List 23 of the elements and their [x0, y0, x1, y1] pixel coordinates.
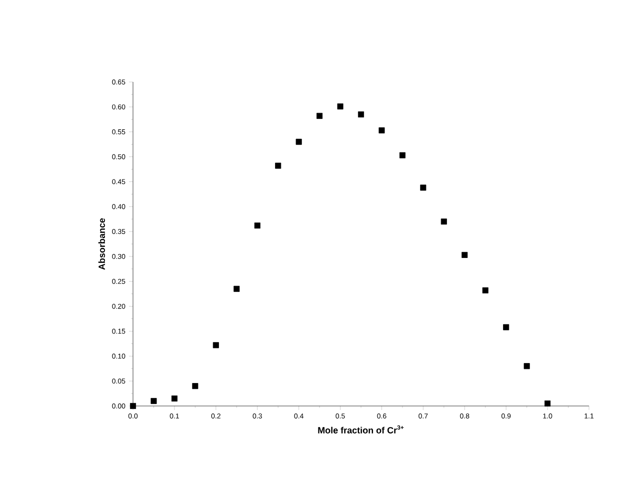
point	[378, 127, 385, 134]
point	[150, 398, 157, 404]
point	[440, 218, 447, 225]
point	[296, 138, 302, 145]
point	[462, 252, 468, 258]
point	[171, 396, 178, 402]
point	[192, 383, 198, 390]
point	[544, 400, 551, 406]
point	[524, 363, 530, 370]
point	[130, 402, 136, 409]
y-axis-title: Absorbance	[98, 218, 105, 270]
point	[316, 112, 323, 119]
point	[337, 103, 344, 110]
x-axis-title: Mole fraction of Cr$^{3+}$	[318, 425, 404, 434]
point	[275, 162, 282, 169]
point	[503, 324, 510, 330]
point	[420, 184, 426, 191]
point	[234, 286, 240, 292]
point	[358, 111, 364, 118]
point	[399, 152, 406, 158]
point	[254, 222, 260, 229]
point	[482, 287, 488, 294]
point	[212, 342, 219, 348]
